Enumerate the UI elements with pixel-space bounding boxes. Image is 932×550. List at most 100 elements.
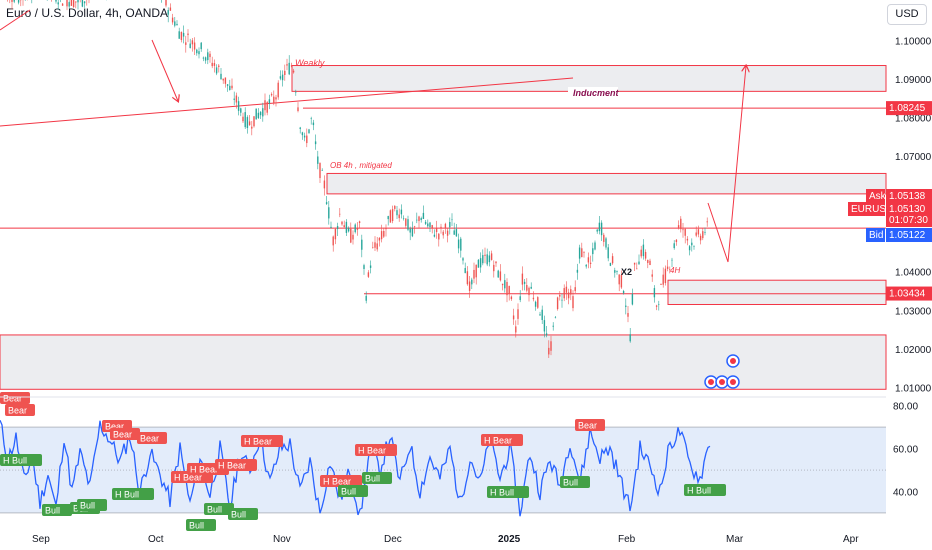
rsi-tick: 40.00 <box>893 487 918 498</box>
rsi-bull-label: Bull <box>207 505 222 515</box>
rsi-bear-label: Bear <box>578 421 597 431</box>
economic-event-icon-dot <box>708 379 714 385</box>
candle-body <box>572 296 574 309</box>
candle-body <box>669 269 671 270</box>
candle-body <box>378 237 381 241</box>
economic-event-icon-dot <box>730 379 736 385</box>
candle-body <box>644 252 647 259</box>
candle-body <box>193 42 196 50</box>
candle-body <box>270 94 273 96</box>
bid-label-bg <box>866 228 885 242</box>
candle-body <box>204 57 207 61</box>
candle-body <box>363 265 365 270</box>
rsi-bear-label: Bear <box>113 430 132 440</box>
candle-body <box>317 156 319 164</box>
candle-body <box>17 0 20 3</box>
candle-body <box>314 141 317 145</box>
candle-body <box>290 65 293 67</box>
candle-body <box>356 228 359 230</box>
down-arrow <box>151 39 178 101</box>
bid-price-tag-bg <box>886 228 932 242</box>
rsi-bull-label-bg <box>338 485 368 497</box>
rsi-bear-label: H Bear <box>190 465 218 475</box>
ask-price-tag: 1.05138 <box>889 191 926 202</box>
candle-body <box>565 286 568 293</box>
candle-body <box>704 231 706 233</box>
candle-body <box>273 96 275 103</box>
inducement-price-tag-bg <box>886 101 932 116</box>
x2-label: X2 <box>621 267 632 277</box>
currency-button[interactable]: USD <box>887 4 927 25</box>
price-tick: 1.10000 <box>895 36 932 47</box>
candle-body <box>303 135 306 138</box>
weekly-label: Weakly <box>295 58 325 68</box>
inducement-price-tag: 1.08245 <box>889 103 926 114</box>
bid-label: Bid <box>869 230 883 241</box>
time-tick: Sep <box>32 534 50 545</box>
candle-body <box>343 225 345 228</box>
candle-body <box>684 228 686 236</box>
candle-body <box>299 127 301 129</box>
rsi-bear-label-bg <box>215 459 257 471</box>
candle-body <box>237 101 240 111</box>
candle-body <box>629 334 631 342</box>
candle-body <box>220 73 222 80</box>
candle-body <box>240 108 242 113</box>
candle-body <box>699 235 702 241</box>
rsi-bear-label-bg <box>241 435 283 447</box>
candle-body <box>77 0 79 3</box>
candle-body <box>187 33 189 36</box>
candle-body <box>413 226 416 227</box>
inducement-label-bg <box>568 87 618 99</box>
candle-body <box>512 315 515 320</box>
candle-body <box>477 259 480 268</box>
candle-body <box>369 265 372 268</box>
rsi-bear-label: Bear <box>8 406 27 416</box>
candle-body <box>598 222 601 232</box>
candle-body <box>633 262 636 265</box>
candle-body <box>660 284 662 285</box>
candle-body <box>457 239 460 249</box>
candle-body <box>380 231 383 240</box>
candle-body <box>389 210 392 223</box>
candle-body <box>677 225 680 228</box>
candle-body <box>323 180 326 189</box>
rsi-bull-label-bg <box>487 486 529 498</box>
candle-body <box>222 78 224 81</box>
candle-body <box>453 230 455 235</box>
candle-body <box>688 246 691 251</box>
price-tick: 1.09000 <box>895 75 932 86</box>
candle-body <box>429 222 431 228</box>
candle-body <box>534 301 537 307</box>
price-tick: 1.02000 <box>895 345 932 356</box>
candle-body <box>653 288 656 298</box>
rsi-bull-label-bg <box>77 499 107 511</box>
candle-body <box>693 246 695 247</box>
candle-body <box>554 317 557 319</box>
rsi-bull-label: H Bull <box>115 490 139 500</box>
rsi-tick: 60.00 <box>893 445 918 456</box>
candle-body <box>306 135 308 144</box>
inducement-label: Inducment <box>573 88 620 98</box>
candle-body <box>13 0 15 2</box>
candle-body <box>433 234 436 237</box>
candle-body <box>334 229 337 240</box>
candle-body <box>350 228 352 243</box>
candle-body <box>185 42 187 45</box>
candle-body <box>215 67 218 74</box>
candle-body <box>202 57 205 59</box>
candle-body <box>532 297 535 300</box>
candle-body <box>594 242 596 250</box>
last-price-tag-bg <box>886 202 932 216</box>
candle-body <box>341 221 343 225</box>
candle-body <box>473 269 475 279</box>
candle-body <box>607 247 609 259</box>
candle-body <box>625 305 627 307</box>
rsi-bull-label-bg <box>112 488 154 500</box>
candle-body <box>295 91 297 93</box>
candle-body <box>686 238 689 241</box>
candle-body <box>583 251 585 253</box>
time-tick: Oct <box>148 534 164 545</box>
supply-demand-zone <box>326 172 887 195</box>
